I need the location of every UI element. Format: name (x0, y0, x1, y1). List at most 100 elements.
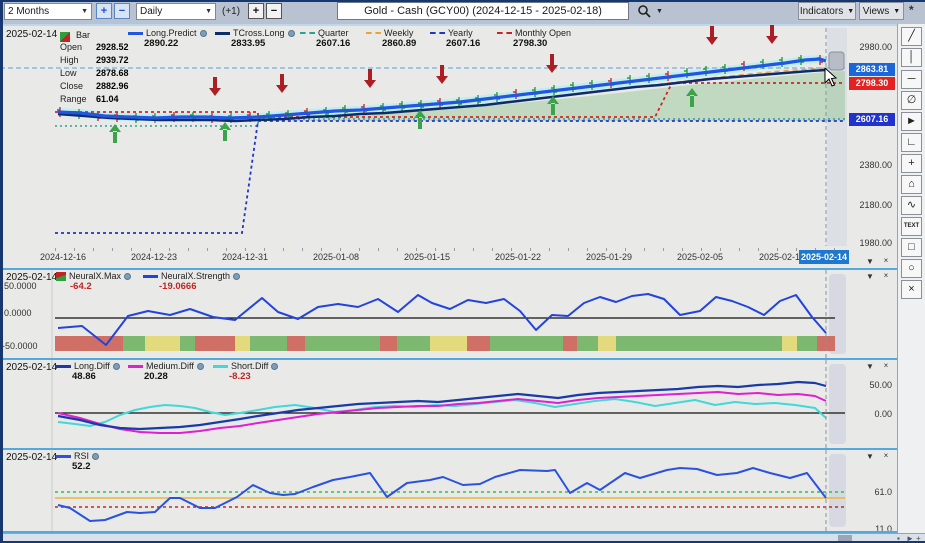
interval-select[interactable]: Daily ▼ (136, 3, 216, 20)
period-value: 2 Months (8, 6, 49, 17)
neuralx-panel-collapse-button[interactable]: ▼ (864, 272, 876, 281)
x-axis-label: 2025-01-08 (313, 252, 359, 262)
neuralx-panel-close-button[interactable]: × (880, 271, 892, 280)
legend-tcross-long: TCross.Long 2833.95 (215, 28, 295, 49)
rsi-panel-close-button[interactable]: × (880, 451, 892, 460)
y-axis-label: 1980.00 (848, 238, 892, 248)
search-icon[interactable] (637, 4, 652, 19)
y-axis-label: 50.0000 (4, 281, 37, 291)
monthly-open-swatch (497, 32, 512, 34)
rsi-panel-chart[interactable] (0, 450, 848, 531)
yearly-swatch (430, 32, 445, 34)
diff-panel-close-button[interactable]: × (880, 361, 892, 370)
window-frame-top (0, 0, 925, 2)
future-band (829, 364, 846, 444)
weekly-swatch (366, 32, 381, 34)
neuralx-max-strip (55, 336, 835, 351)
window-frame-left (0, 0, 3, 543)
y-axis-label: -50.0000 (2, 341, 38, 351)
legend-long-diff: Long.Diff 48.86 (56, 361, 120, 382)
search-dropdown-caret[interactable]: ▼ (656, 8, 663, 15)
horizontal-line-tool-button[interactable]: ─ (901, 70, 922, 89)
callout-tool-button[interactable]: ⌂ (901, 175, 922, 194)
ray-line-tool-button[interactable]: ∅ (901, 91, 922, 110)
future-band (829, 454, 846, 527)
period-decrease-button[interactable]: − (114, 3, 130, 19)
rectangle-tool-button[interactable]: □ (901, 238, 922, 257)
ohlc-low-row: Low2878.68 (60, 68, 180, 78)
x-axis-cursor-badge: 2025-02-14 (799, 250, 849, 264)
legend-neuralx-max: NeuralX.Max -64.2 (56, 271, 131, 292)
delete-drawing-tool-button[interactable]: × (901, 280, 922, 299)
trend-line-tool-button[interactable]: ╱ (901, 27, 922, 46)
vertical-line-tool-button[interactable]: │ (901, 48, 922, 67)
period-select[interactable]: 2 Months ▼ (4, 3, 92, 20)
ohlc-high-row: High2939.72 (60, 55, 180, 65)
views-button[interactable]: Views ▼ (859, 2, 904, 20)
tcross-long-swatch (215, 32, 230, 35)
info-icon[interactable] (113, 363, 120, 370)
legend-weekly: Weekly 2860.89 (366, 28, 416, 49)
neuralx-strength-swatch (143, 275, 158, 278)
cursor-date-label: 2025-02-14 (6, 362, 57, 373)
chevron-down-icon: ▼ (893, 8, 900, 15)
y-axis-label: 61.0 (848, 487, 892, 497)
angle-tool-button[interactable]: ∟ (901, 133, 922, 152)
rsi-panel-collapse-button[interactable]: ▼ (864, 452, 876, 461)
remove-bar-button[interactable]: − (266, 3, 282, 19)
info-icon[interactable] (271, 363, 278, 370)
crosshair-tool-button[interactable]: + (901, 154, 922, 173)
add-bar-button[interactable]: + (248, 3, 264, 19)
period-increase-button[interactable]: + (96, 3, 112, 19)
legend-monthly-open: Monthly Open 2798.30 (497, 28, 571, 49)
diff-panel-collapse-button[interactable]: ▼ (864, 362, 876, 371)
rsi-swatch (56, 455, 71, 458)
y-axis-label: 0.00 (848, 409, 892, 419)
yearly-open-line (55, 121, 845, 233)
legend-long-predict: Long.Predict 2890.22 (128, 28, 207, 49)
info-icon[interactable] (124, 273, 131, 280)
cursor-date-label: 2025-02-14 (6, 452, 57, 463)
ellipse-tool-button[interactable]: ○ (901, 259, 922, 278)
info-icon[interactable] (200, 30, 207, 37)
info-icon[interactable] (288, 30, 295, 37)
y-axis-label: 2380.00 (848, 160, 892, 170)
info-icon[interactable] (197, 363, 204, 370)
main-panel-close-button[interactable]: × (880, 256, 892, 265)
pointer-arrow-tool-button[interactable]: ► (901, 112, 922, 131)
x-axis-label: 2025-02-05 (677, 252, 723, 262)
x-axis-label: 2025-01-15 (404, 252, 450, 262)
short-diff-swatch (213, 365, 228, 368)
bar-legend-label: Bar (76, 30, 90, 40)
wave-tool-button[interactable]: ∿ (901, 196, 922, 215)
legend-neuralx-strength: NeuralX.Strength -19.0666 (143, 271, 240, 292)
rsi-line (58, 468, 826, 521)
quarter-swatch (300, 32, 315, 34)
legend-rsi: RSI 52.2 (56, 451, 99, 472)
x-axis-label: 2024-12-16 (40, 252, 86, 262)
info-icon[interactable] (92, 453, 99, 460)
top-toolbar: 2 Months ▼ + − Daily ▼ (+1) + − Gold - C… (0, 0, 925, 25)
interval-value: Daily (140, 6, 162, 17)
cursor-date-label: 2025-02-14 (6, 29, 57, 40)
chevron-down-icon: ▼ (205, 8, 212, 15)
neuralx-max-swatch (56, 272, 66, 281)
x-axis-label: 2024-12-31 (222, 252, 268, 262)
indicators-button[interactable]: Indicators ▼ (798, 2, 856, 20)
long-predict-swatch (128, 32, 143, 35)
main-panel-collapse-button[interactable]: ▼ (864, 257, 876, 266)
offset-label: (+1) (222, 6, 240, 17)
modified-indicator: * (909, 3, 914, 17)
monthly-open-price-badge: 2798.30 (849, 77, 895, 90)
legend-quarter: Quarter 2607.16 (300, 28, 350, 49)
info-icon[interactable] (233, 273, 240, 280)
chevron-down-icon: ▼ (81, 8, 88, 15)
legend-short-diff: Short.Diff -8.23 (213, 361, 278, 382)
x-axis-label: 2025-01-29 (586, 252, 632, 262)
y-axis-label: 2180.00 (848, 200, 892, 210)
text-tool-button[interactable]: TEXT (901, 217, 922, 236)
bar-icon (60, 32, 70, 42)
symbol-title-input[interactable]: Gold - Cash (GCY00) (2024-12-15 - 2025-0… (337, 2, 629, 20)
views-button-label: Views (863, 6, 890, 17)
crosshair-price-badge: 2863.81 (849, 63, 895, 76)
